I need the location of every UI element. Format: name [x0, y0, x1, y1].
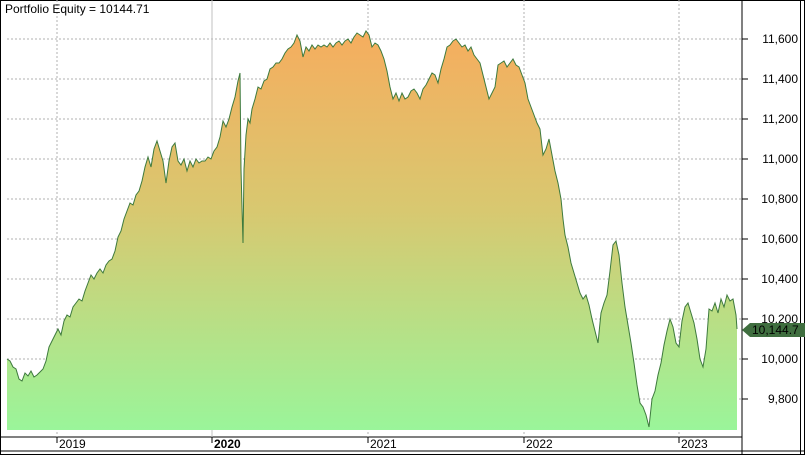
equity-fill — [7, 31, 737, 430]
x-tick-label: 2023 — [681, 437, 708, 451]
equity-area — [6, 30, 738, 430]
y-tick-label: 10,200 — [761, 312, 798, 326]
y-tick-label: 9,800 — [768, 392, 798, 406]
x-axis: 2019 2020 2021 2022 2023 — [56, 437, 708, 451]
y-tick-label: 11,400 — [762, 72, 798, 86]
y-tick-label: 10,600 — [761, 232, 798, 246]
y-tick-label: 10,800 — [761, 192, 798, 206]
y-tick-label: 11,000 — [762, 152, 798, 166]
x-tick-label: 2020 — [214, 437, 241, 451]
y-tick-label: 10,400 — [761, 272, 798, 286]
y-tick-label: 10,000 — [761, 352, 798, 366]
last-value-label: 10,144.7 — [752, 323, 799, 337]
equity-line — [6, 30, 738, 428]
y-axis: 11,600 11,400 11,200 11,000 10,800 10,600 10,4… — [742, 32, 798, 406]
x-tick-label: 2019 — [59, 437, 86, 451]
y-tick-label: 11,200 — [762, 112, 798, 126]
chart-title: Portfolio Equity = 10144.71 — [5, 2, 150, 16]
x-tick-label: 2022 — [526, 437, 553, 451]
last-value-marker: 10,144.7 — [742, 323, 805, 338]
last-value-tag — [742, 323, 805, 338]
x-tick-label: 2021 — [370, 437, 397, 451]
y-tick-label: 11,600 — [762, 32, 798, 46]
